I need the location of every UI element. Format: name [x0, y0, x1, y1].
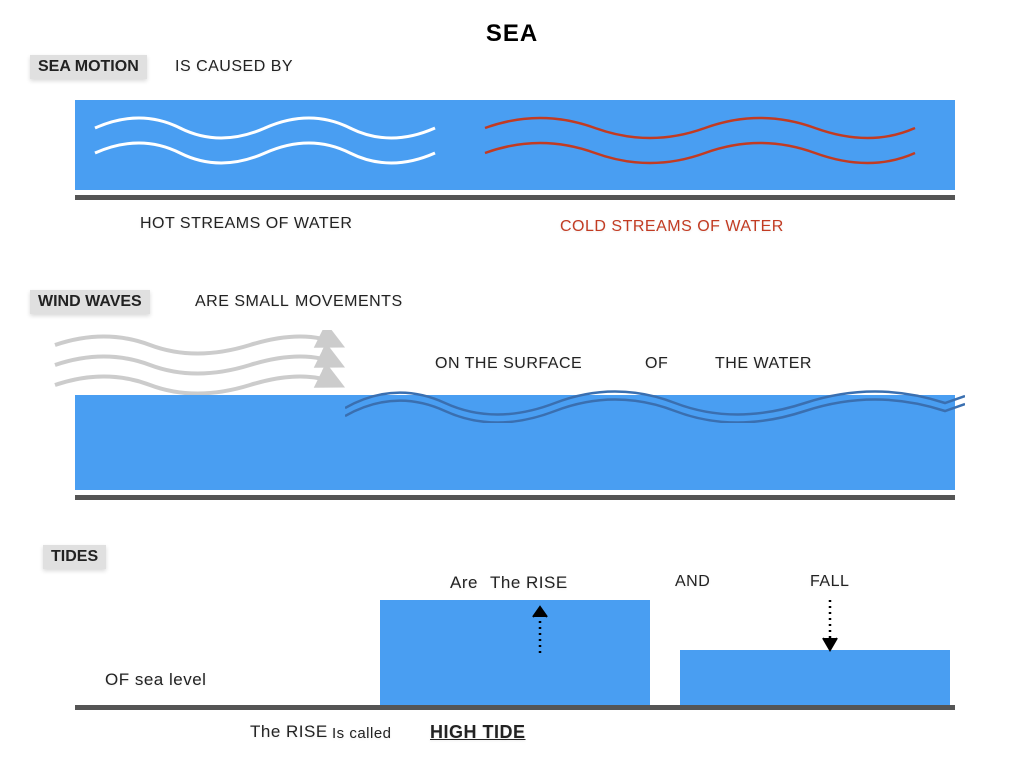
sea-motion-baseline: [75, 195, 955, 200]
tides-fall: FALL: [810, 573, 849, 591]
wind-waves-text3: ON THE SURFACE: [435, 355, 582, 373]
page-title: SEA: [0, 20, 1024, 48]
sea-motion-tag: SEA MOTION: [30, 55, 147, 79]
fall-arrow-icon: [820, 598, 840, 653]
tides-rise2: The RISE: [250, 722, 328, 742]
tides-fall-box: [680, 650, 950, 705]
tides-rise: The RISE: [490, 573, 568, 593]
tides-high-tide: HIGH TIDE: [430, 722, 526, 743]
tides-rise-box: [380, 600, 650, 705]
tides-tag: TIDES: [43, 545, 106, 569]
hot-streams-label: HOT STREAMS OF WATER: [140, 215, 352, 233]
tides-of-sealevel: OF sea level: [105, 670, 206, 690]
wind-waves-text2: MOVEMENTS: [295, 293, 403, 311]
wind-waves-text5: THE WATER: [715, 355, 812, 373]
tides-baseline: [75, 705, 955, 710]
tides-are: Are: [450, 573, 478, 593]
wind-waves-baseline: [75, 495, 955, 500]
tides-called: Is called: [332, 725, 392, 742]
tides-and: AND: [675, 573, 710, 591]
cold-streams-label: COLD STREAMS OF WATER: [560, 218, 784, 236]
rise-arrow-icon: [530, 605, 550, 655]
wind-waves-tag: WIND WAVES: [30, 290, 150, 314]
wind-waves-text1: ARE SMALL: [195, 293, 289, 311]
wind-arrows-icon: [50, 330, 350, 405]
wind-waves-text4: OF: [645, 355, 668, 373]
surface-waves-icon: [345, 378, 965, 423]
cold-stream-waves-icon: [480, 108, 920, 178]
hot-stream-waves-icon: [90, 108, 440, 178]
sea-motion-subtitle: IS CAUSED BY: [175, 58, 293, 76]
